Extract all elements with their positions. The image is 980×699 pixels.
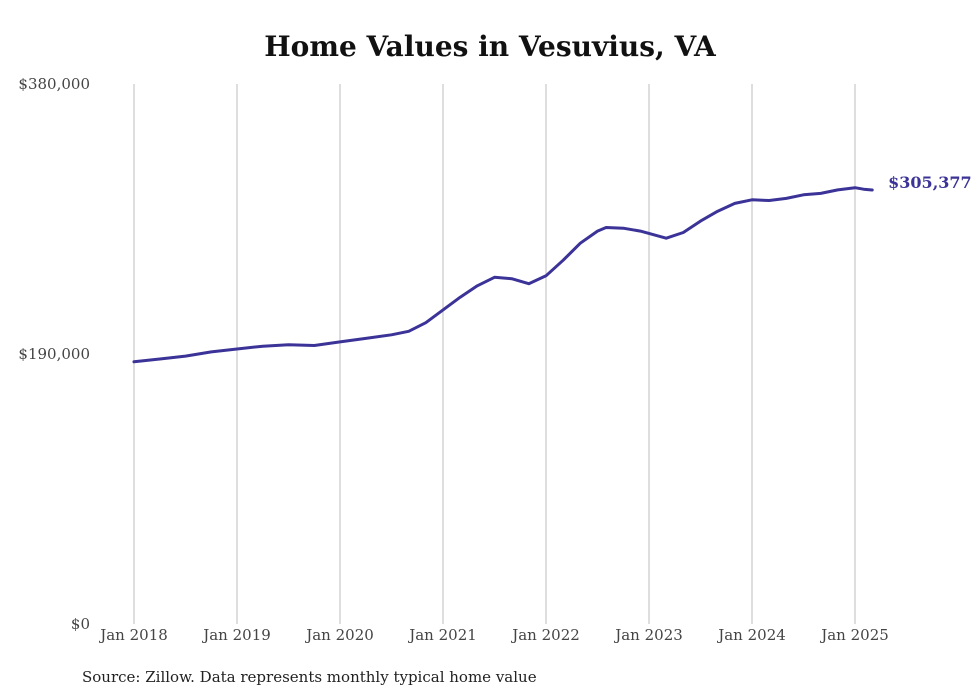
chart-title: Home Values in Vesuvius, VA [264, 30, 716, 63]
y-tick-label: $380,000 [18, 75, 90, 93]
y-axis-tick-labels: $0 $190,000 $380,000 [18, 75, 90, 633]
series-line [132, 186, 874, 364]
x-axis-tick-labels: Jan 2018 Jan 2019 Jan 2020 Jan 2021 Jan 2022… [98, 626, 889, 644]
x-tick-label: Jan 2024 [716, 626, 786, 644]
x-tick-label: Jan 2019 [201, 626, 271, 644]
x-tick-label: Jan 2020 [304, 626, 374, 644]
x-tick-label: Jan 2025 [819, 626, 889, 644]
x-tick-label: Jan 2023 [613, 626, 683, 644]
x-tick-label: Jan 2022 [510, 626, 580, 644]
y-tick-label: $190,000 [18, 345, 90, 363]
y-tick-label: $0 [71, 615, 90, 633]
x-tick-label: Jan 2021 [407, 626, 477, 644]
gridlines [133, 84, 856, 624]
source-note: Source: Zillow. Data represents monthly … [82, 668, 537, 686]
end-value-label: $305,377 [888, 173, 972, 192]
x-tick-label: Jan 2018 [98, 626, 168, 644]
